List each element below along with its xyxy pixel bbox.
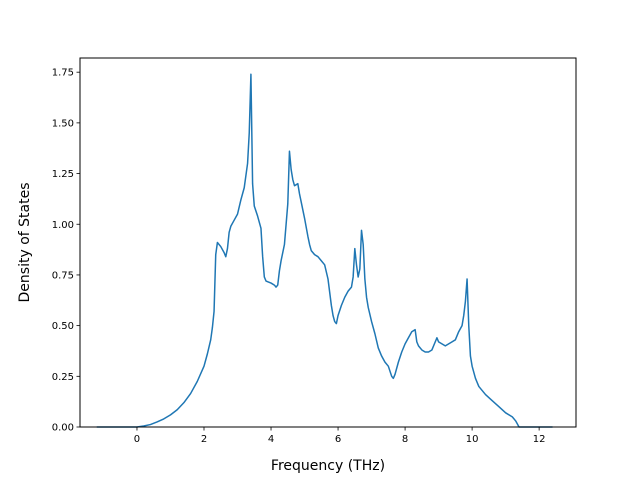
x-tick-label: 0 bbox=[134, 434, 140, 445]
y-tick-label: 0.50 bbox=[52, 321, 74, 332]
y-tick-label: 1.75 bbox=[52, 68, 74, 79]
y-axis-label: Density of States bbox=[17, 183, 33, 303]
x-tick-label: 6 bbox=[335, 434, 341, 445]
x-tick-label: 10 bbox=[466, 434, 479, 445]
y-tick-label: 1.00 bbox=[52, 220, 74, 231]
x-axis-label: Frequency (THz) bbox=[271, 458, 385, 474]
x-tick-label: 4 bbox=[268, 434, 274, 445]
y-tick-label: 1.50 bbox=[52, 118, 74, 129]
x-tick-label: 8 bbox=[402, 434, 408, 445]
x-axis-ticks: 0 2 4 6 8 10 12 bbox=[134, 427, 546, 445]
y-axis-ticks: 0.00 0.25 0.50 0.75 1.00 1.25 1.50 1.75 bbox=[52, 68, 80, 434]
x-tick-label: 2 bbox=[201, 434, 207, 445]
x-tick-label: 12 bbox=[533, 434, 546, 445]
plot-area bbox=[96, 73, 553, 428]
series-line-0 bbox=[96, 73, 553, 428]
y-tick-label: 0.75 bbox=[52, 270, 74, 281]
y-tick-label: 1.25 bbox=[52, 169, 74, 180]
plot-frame bbox=[79, 57, 577, 428]
y-tick-label: 0.00 bbox=[52, 423, 74, 434]
y-tick-label: 0.25 bbox=[52, 372, 74, 383]
